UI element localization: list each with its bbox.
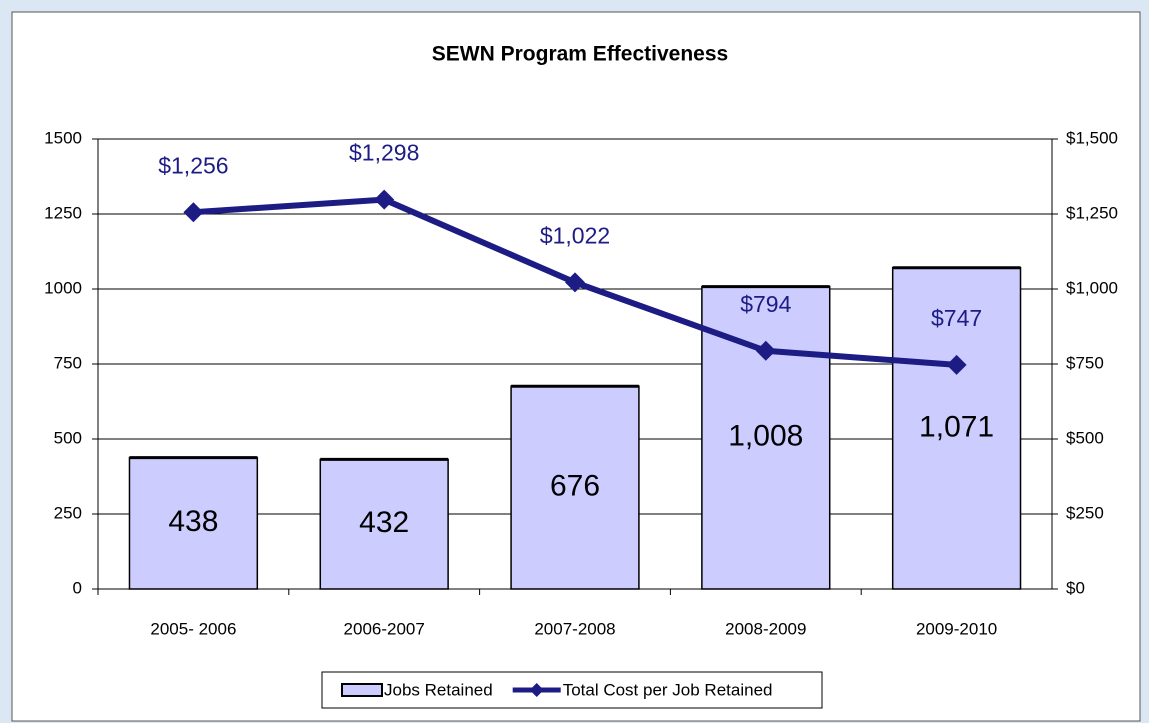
y2-tick-label: $250 bbox=[1066, 503, 1104, 522]
bar-value-label: 676 bbox=[550, 470, 600, 503]
line-value-label: $1,256 bbox=[158, 152, 228, 178]
legend-label: Total Cost per Job Retained bbox=[563, 680, 773, 699]
x-tick-label: 2008-2009 bbox=[725, 619, 806, 638]
y-tick-label: 0 bbox=[73, 578, 82, 597]
line-value-label: $747 bbox=[931, 305, 982, 331]
line-value-label: $794 bbox=[740, 291, 791, 317]
chart-title: SEWN Program Effectiveness bbox=[432, 43, 728, 66]
bar bbox=[319, 458, 449, 590]
x-tick-label: 2005- 2006 bbox=[150, 619, 236, 638]
y-tick-label: 1250 bbox=[44, 203, 82, 222]
y2-tick-label: $1,500 bbox=[1066, 128, 1118, 147]
bar bbox=[128, 456, 259, 590]
line-marker bbox=[946, 354, 967, 375]
y-tick-label: 1000 bbox=[44, 278, 82, 297]
y2-tick-label: $500 bbox=[1066, 428, 1104, 447]
legend-box bbox=[321, 671, 823, 709]
line-marker bbox=[183, 202, 204, 223]
bar-value-label: 1,008 bbox=[728, 420, 803, 453]
x-tick-label: 2009-2010 bbox=[916, 619, 997, 638]
legend-marker bbox=[529, 683, 544, 697]
x-tick-label: 2006-2007 bbox=[344, 619, 425, 638]
legend-label: Jobs Retained bbox=[384, 680, 493, 699]
y2-tick-label: $1,000 bbox=[1066, 278, 1118, 297]
y2-tick-label: $0 bbox=[1066, 578, 1085, 597]
line-value-label: $1,298 bbox=[349, 140, 419, 166]
bar bbox=[891, 266, 1022, 590]
bar-value-label: 432 bbox=[359, 506, 409, 539]
bar bbox=[510, 385, 640, 590]
y-tick-label: 250 bbox=[54, 503, 82, 522]
bar-value-label: 438 bbox=[168, 505, 218, 538]
y2-tick-label: $750 bbox=[1066, 353, 1104, 372]
line-marker bbox=[565, 272, 585, 293]
bar-value-label: 1,071 bbox=[919, 410, 994, 443]
y-tick-label: 1500 bbox=[44, 128, 82, 147]
line-value-label: $1,022 bbox=[540, 222, 610, 248]
y-tick-label: 500 bbox=[54, 428, 82, 447]
y-tick-label: 750 bbox=[54, 353, 82, 372]
line-marker bbox=[755, 340, 776, 361]
line-marker bbox=[374, 189, 395, 210]
y2-tick-label: $1,250 bbox=[1066, 203, 1118, 222]
x-tick-label: 2007-2008 bbox=[534, 619, 615, 638]
legend-swatch bbox=[341, 683, 383, 697]
